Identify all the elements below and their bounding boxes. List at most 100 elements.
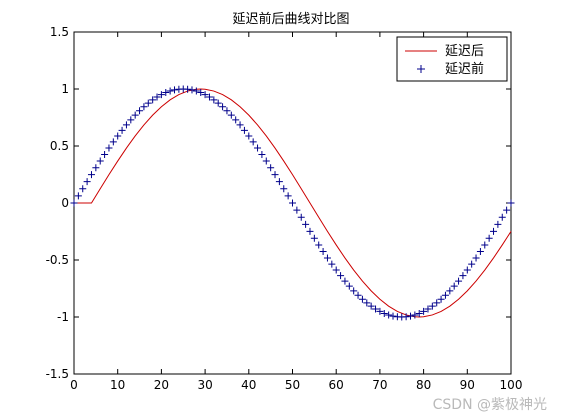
data-point-plus: [127, 116, 135, 124]
data-point-plus: [240, 126, 248, 134]
data-point-plus: [114, 132, 122, 140]
data-point-plus: [245, 132, 253, 140]
data-point-plus: [249, 138, 257, 146]
legend-label-delayed: 延迟后: [445, 44, 484, 59]
data-point-plus: [153, 93, 161, 101]
data-point-plus: [184, 85, 192, 93]
data-point-plus: [289, 199, 296, 207]
data-point-plus: [136, 107, 144, 115]
data-point-plus: [83, 178, 91, 186]
y-tick-label: 0.5: [50, 139, 69, 153]
data-point-plus: [79, 185, 87, 193]
data-point-plus: [498, 213, 506, 221]
data-point-plus: [70, 199, 78, 207]
data-point-plus: [140, 103, 148, 111]
data-point-plus: [389, 312, 397, 320]
legend-label-original: 延迟前: [445, 61, 484, 77]
data-point-plus: [284, 192, 292, 200]
data-point-plus: [323, 254, 331, 262]
data-point-plus: [376, 307, 384, 315]
data-point-plus: [96, 157, 104, 165]
data-point-plus: [402, 313, 410, 321]
data-point-plus: [306, 227, 314, 235]
y-tick-label: 0: [61, 196, 69, 210]
data-point-plus: [358, 295, 366, 303]
x-tick-label: 100: [500, 378, 523, 392]
data-point-plus: [188, 86, 196, 94]
data-point-plus: [192, 87, 200, 95]
x-tick-label: 60: [329, 378, 344, 392]
data-point-plus: [271, 171, 279, 179]
x-tick-label: 50: [285, 378, 300, 392]
data-point-plus: [275, 178, 283, 186]
data-point-plus: [494, 220, 502, 228]
data-point-plus: [450, 282, 458, 290]
data-point-plus: [345, 282, 353, 290]
data-point-plus: [328, 260, 336, 268]
data-point-plus: [236, 121, 244, 129]
data-point-plus: [293, 206, 301, 214]
data-point-plus: [122, 121, 130, 129]
legend-box: [396, 36, 508, 82]
y-tick-label: -1.5: [46, 367, 69, 381]
x-tick-label: 70: [372, 378, 387, 392]
data-point-plus: [332, 266, 340, 274]
data-point-plus: [254, 144, 262, 152]
data-point-plus: [455, 277, 463, 285]
data-point-plus: [118, 126, 126, 134]
data-point-plus: [101, 150, 109, 158]
data-point-plus: [490, 227, 498, 235]
data-point-plus: [411, 311, 419, 319]
data-point-plus: [297, 213, 305, 221]
data-point-plus: [385, 311, 393, 319]
data-point-plus: [258, 150, 266, 158]
data-point-plus: [476, 248, 484, 256]
watermark-text: CSDN @紫极神光: [432, 397, 547, 413]
x-tick-label: 40: [241, 378, 256, 392]
data-point-plus: [459, 272, 467, 280]
x-tick-label: 80: [416, 378, 431, 392]
data-point-plus: [485, 234, 493, 242]
data-point-plus: [267, 164, 275, 172]
x-tick-label: 10: [110, 378, 125, 392]
data-point-plus: [315, 241, 323, 249]
series-line-delayed: [74, 88, 512, 318]
x-tick-label: 20: [154, 378, 169, 392]
chart-title: 延迟前后曲线对比图: [232, 11, 349, 27]
data-point-plus: [441, 291, 449, 299]
data-point-plus: [262, 157, 270, 165]
data-point-plus: [105, 144, 113, 152]
data-point-plus: [363, 299, 371, 307]
data-point-plus: [227, 111, 235, 119]
data-point-plus: [428, 302, 436, 310]
data-point-plus: [144, 99, 152, 107]
data-point-plus: [350, 287, 358, 295]
data-point-plus: [157, 91, 165, 99]
data-point-plus: [162, 89, 170, 97]
data-point-plus: [341, 277, 349, 285]
y-tick-label: -0.5: [46, 253, 69, 267]
y-tick-label: 1: [61, 82, 69, 96]
data-point-plus: [166, 87, 174, 95]
data-point-plus: [87, 171, 95, 179]
data-point-plus: [201, 91, 209, 99]
data-point-plus: [481, 241, 489, 249]
y-tick-label: -1: [57, 310, 69, 324]
data-point-plus: [372, 305, 380, 313]
data-point-plus: [232, 116, 240, 124]
data-point-plus: [507, 199, 515, 207]
data-point-plus: [380, 309, 388, 317]
data-point-plus: [420, 307, 428, 315]
data-point-plus: [503, 206, 511, 214]
data-point-plus: [319, 248, 327, 256]
data-point-plus: [92, 164, 100, 172]
data-point-plus: [149, 96, 157, 104]
y-tick-label: 1.5: [50, 25, 69, 39]
data-point-plus: [472, 254, 480, 262]
data-point-plus: [446, 287, 454, 295]
data-point-plus: [205, 93, 213, 101]
data-point-plus: [406, 312, 414, 320]
plot-area: 0 10 20 30 40 50 60 70 80 90 100 -1.5 -1 -0.5 0 0.5 1 1.5…: [46, 25, 523, 392]
x-tick-label: 0: [70, 378, 78, 392]
